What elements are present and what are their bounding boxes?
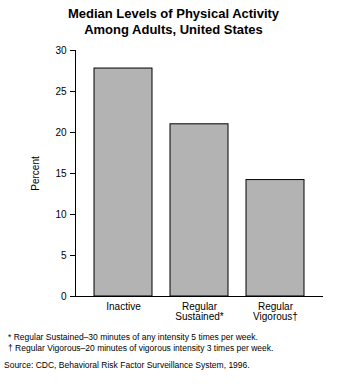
svg-text:10: 10 <box>55 209 67 220</box>
html-text:Source: CDC, Behavioral Risk F: Source: CDC, Behavioral Risk Factor Surv… <box>4 360 250 370</box>
svg-text:30: 30 <box>55 45 67 56</box>
svg-text:RegularVigorous†: RegularVigorous† <box>253 301 298 322</box>
svg-text:RegularSustained*: RegularSustained* <box>175 301 223 322</box>
svg-text:20: 20 <box>55 127 67 138</box>
svg-text:5: 5 <box>61 250 67 261</box>
html-text:Median Levels of Physical Acti: Median Levels of Physical Activity Among… <box>67 6 280 37</box>
svg-text:15: 15 <box>55 168 67 179</box>
svg-text:Inactive: Inactive <box>106 301 141 312</box>
svg-text:25: 25 <box>55 86 67 97</box>
html-text:† Regular Vigorous–20 minutes: † Regular Vigorous–20 minutes of vigorou… <box>8 343 274 353</box>
html-text:* Regular Sustained–30 minutes: * Regular Sustained–30 minutes of any in… <box>8 332 258 342</box>
svg-text:0: 0 <box>61 291 67 302</box>
svg-text:Percent: Percent <box>30 156 41 191</box>
